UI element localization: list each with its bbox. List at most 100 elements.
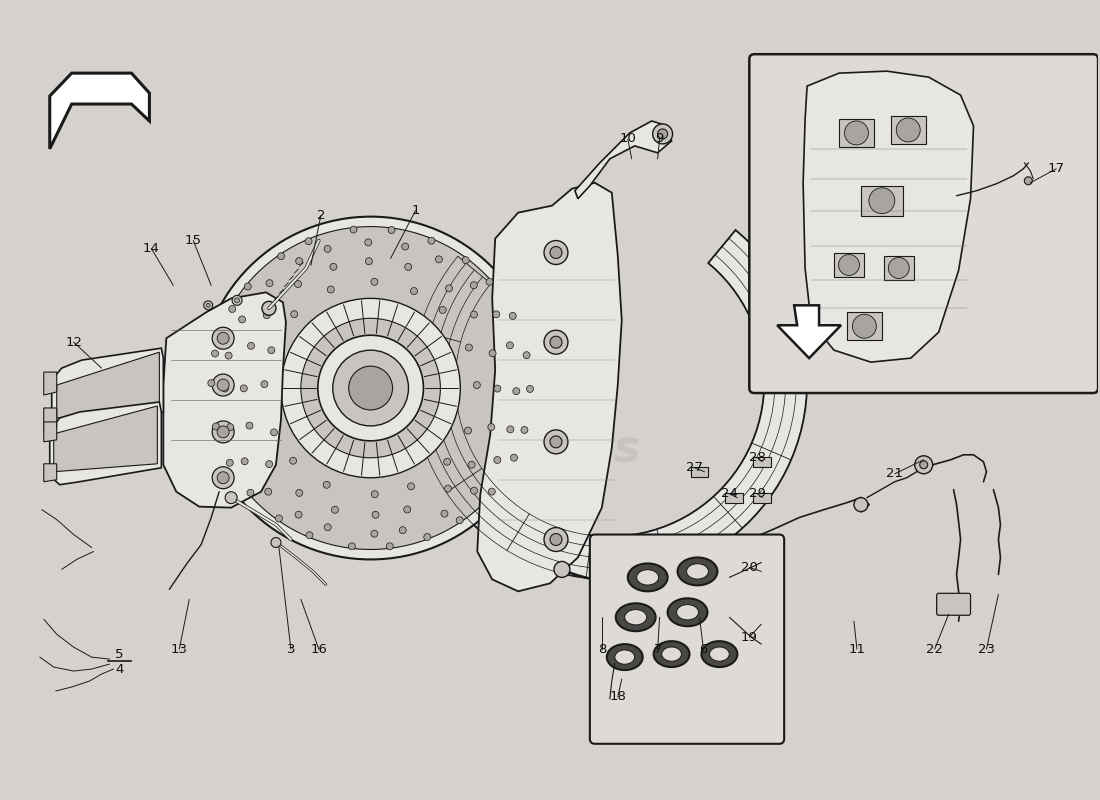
Circle shape bbox=[473, 382, 481, 389]
Circle shape bbox=[550, 246, 562, 258]
Circle shape bbox=[305, 238, 312, 245]
Circle shape bbox=[244, 283, 251, 290]
Polygon shape bbox=[44, 408, 57, 430]
Circle shape bbox=[349, 366, 393, 410]
Text: 3: 3 bbox=[287, 642, 295, 656]
Circle shape bbox=[487, 424, 495, 430]
Circle shape bbox=[527, 386, 534, 393]
Circle shape bbox=[838, 254, 859, 275]
Circle shape bbox=[227, 424, 234, 430]
Circle shape bbox=[349, 543, 355, 550]
Circle shape bbox=[723, 538, 736, 551]
Circle shape bbox=[469, 462, 475, 468]
Circle shape bbox=[212, 466, 234, 489]
Text: 29: 29 bbox=[749, 487, 766, 500]
Circle shape bbox=[494, 385, 501, 392]
Circle shape bbox=[248, 490, 254, 496]
Circle shape bbox=[402, 243, 409, 250]
Circle shape bbox=[915, 456, 933, 474]
Circle shape bbox=[493, 311, 499, 318]
Text: 17: 17 bbox=[1047, 162, 1065, 175]
Text: 8: 8 bbox=[597, 642, 606, 656]
Circle shape bbox=[265, 488, 272, 495]
Polygon shape bbox=[725, 493, 744, 502]
Circle shape bbox=[204, 301, 212, 310]
Circle shape bbox=[405, 263, 411, 270]
Circle shape bbox=[471, 282, 477, 289]
Circle shape bbox=[410, 287, 418, 294]
Circle shape bbox=[296, 258, 303, 265]
Circle shape bbox=[206, 303, 210, 307]
Circle shape bbox=[296, 490, 303, 496]
Circle shape bbox=[524, 352, 530, 358]
Circle shape bbox=[506, 342, 514, 349]
Circle shape bbox=[510, 454, 517, 462]
Text: 13: 13 bbox=[170, 642, 188, 656]
Text: 27: 27 bbox=[686, 462, 703, 474]
Text: 21: 21 bbox=[887, 467, 903, 480]
Circle shape bbox=[652, 124, 672, 144]
Ellipse shape bbox=[653, 641, 690, 667]
Circle shape bbox=[295, 511, 302, 518]
Circle shape bbox=[486, 278, 493, 286]
Polygon shape bbox=[477, 182, 621, 591]
Circle shape bbox=[271, 538, 281, 547]
Circle shape bbox=[330, 263, 337, 270]
Text: 23: 23 bbox=[978, 642, 996, 656]
Circle shape bbox=[372, 511, 379, 518]
Circle shape bbox=[920, 461, 927, 469]
Polygon shape bbox=[891, 116, 926, 144]
Circle shape bbox=[371, 278, 378, 286]
Polygon shape bbox=[412, 230, 807, 579]
Ellipse shape bbox=[616, 603, 656, 631]
Circle shape bbox=[221, 385, 229, 392]
Circle shape bbox=[544, 241, 568, 265]
Circle shape bbox=[399, 526, 406, 534]
Circle shape bbox=[407, 483, 415, 490]
Circle shape bbox=[441, 510, 448, 517]
Circle shape bbox=[280, 298, 460, 478]
Circle shape bbox=[371, 530, 378, 537]
Polygon shape bbox=[834, 253, 864, 278]
Circle shape bbox=[333, 350, 408, 426]
Circle shape bbox=[869, 188, 894, 214]
Circle shape bbox=[550, 436, 562, 448]
Circle shape bbox=[854, 498, 868, 512]
Circle shape bbox=[372, 490, 378, 498]
Text: 12: 12 bbox=[65, 336, 82, 349]
Circle shape bbox=[896, 118, 921, 142]
Circle shape bbox=[239, 316, 245, 323]
Circle shape bbox=[266, 461, 273, 468]
Ellipse shape bbox=[662, 647, 681, 662]
Circle shape bbox=[439, 306, 447, 314]
Circle shape bbox=[211, 350, 219, 357]
Text: 10: 10 bbox=[619, 133, 636, 146]
Circle shape bbox=[852, 314, 877, 338]
Circle shape bbox=[199, 217, 542, 559]
Circle shape bbox=[521, 426, 528, 434]
Circle shape bbox=[209, 226, 532, 550]
Circle shape bbox=[246, 422, 253, 429]
Circle shape bbox=[550, 534, 562, 546]
Circle shape bbox=[217, 332, 229, 344]
Circle shape bbox=[290, 310, 298, 318]
Circle shape bbox=[248, 342, 254, 350]
Polygon shape bbox=[50, 73, 150, 149]
Ellipse shape bbox=[628, 563, 668, 591]
Circle shape bbox=[365, 258, 373, 265]
Circle shape bbox=[365, 239, 372, 246]
FancyBboxPatch shape bbox=[590, 534, 784, 744]
Polygon shape bbox=[575, 121, 672, 198]
Ellipse shape bbox=[615, 650, 635, 664]
Circle shape bbox=[658, 129, 668, 139]
Circle shape bbox=[550, 336, 562, 348]
Circle shape bbox=[509, 313, 516, 319]
Text: 14: 14 bbox=[143, 242, 160, 255]
Circle shape bbox=[227, 459, 233, 466]
FancyBboxPatch shape bbox=[749, 54, 1098, 393]
Circle shape bbox=[350, 226, 358, 233]
Polygon shape bbox=[883, 255, 914, 281]
Circle shape bbox=[544, 330, 568, 354]
Polygon shape bbox=[847, 312, 882, 340]
Ellipse shape bbox=[625, 610, 647, 625]
